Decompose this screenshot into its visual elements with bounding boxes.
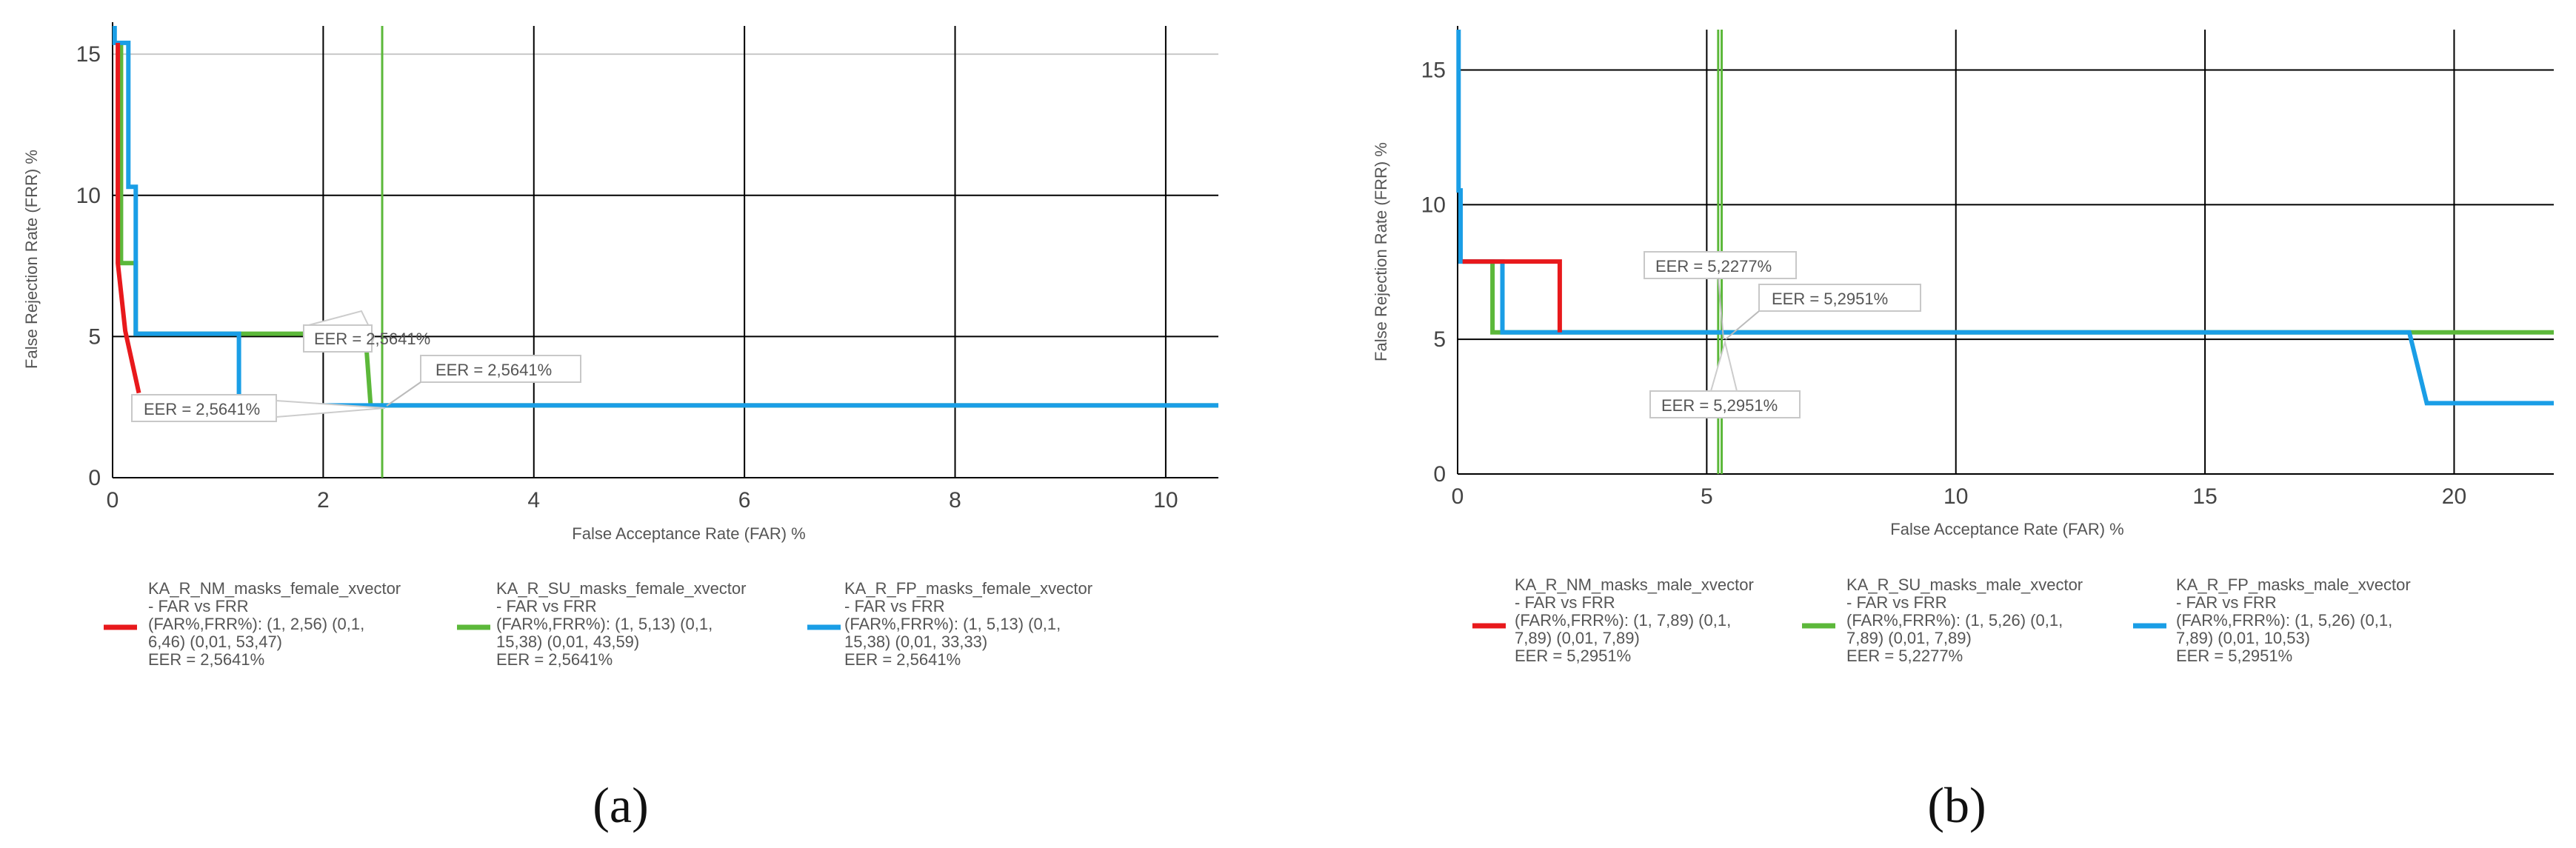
legend-item-female-fp: KA_R_FP_masks_female_xvector - FAR vs FR…: [807, 579, 1092, 669]
panel-a-caption: (a): [593, 777, 648, 833]
legend-label: KA_R_NM_masks_male_xvector: [1515, 575, 1754, 594]
x-tick-label: 15: [2192, 484, 2217, 509]
legend-label: EER = 5,2277%: [1846, 647, 1963, 665]
legend-label: - FAR vs FRR: [148, 597, 249, 615]
legend-label: (FAR%,FRR%): (1, 5,13) (0,1,: [844, 615, 1061, 633]
x-tick-label: 20: [2442, 484, 2466, 509]
y-tick-label: 10: [76, 184, 101, 208]
panel-a-legend: KA_R_NM_masks_female_xvector - FAR vs FR…: [104, 579, 1092, 669]
legend-label: EER = 5,2951%: [1515, 647, 1631, 665]
legend-label: - FAR vs FRR: [1846, 593, 1947, 612]
legend-label: EER = 2,5641%: [148, 650, 264, 669]
legend-label: 6,46) (0,01, 53,47): [148, 632, 282, 651]
panel-b-eer-annotation-2: EER = 5,2951%: [1725, 284, 1921, 340]
x-tick-label: 0: [1452, 484, 1464, 509]
panel-a-y-axis-title: False Rejection Rate (FRR) %: [22, 150, 41, 369]
series-line-0: [116, 42, 141, 394]
panel-b-eer-pointer: [1725, 310, 1760, 340]
panel-a-tick-labels: 0 5 10 15 0 2 4 6 8 10: [76, 42, 1178, 513]
panel-b-eer-label: EER = 5,2277%: [1655, 257, 1772, 276]
panel-b-eer-annotation-3: EER = 5,2951%: [1649, 339, 1801, 418]
panel-b-x-axis-title: False Acceptance Rate (FAR) %: [1890, 520, 2123, 538]
legend-label: EER = 2,5641%: [496, 650, 613, 669]
legend-label: (FAR%,FRR%): (1, 5,13) (0,1,: [496, 615, 713, 633]
y-tick-label: 5: [88, 324, 101, 349]
legend-label: (FAR%,FRR%): (1, 5,26) (0,1,: [2176, 611, 2392, 630]
panel-a-x-axis-title: False Acceptance Rate (FAR) %: [572, 524, 805, 543]
panel-a-eer-annotation-1: EER = 2,5641%: [302, 310, 430, 353]
x-tick-label: 2: [317, 488, 330, 513]
legend-label: KA_R_SU_masks_female_xvector: [496, 579, 746, 598]
panel-a-eer-annotation-2: EER = 2,5641%: [386, 355, 581, 407]
legend-label: 7,89) (0,01, 10,53): [2176, 629, 2310, 647]
panel-a-eer-box: [303, 324, 373, 353]
legend-item-female-su: KA_R_SU_masks_female_xvector - FAR vs FR…: [457, 579, 746, 669]
legend-label: KA_R_FP_masks_male_xvector: [2176, 575, 2411, 594]
panel-b-eer-box: [1644, 251, 1797, 279]
y-tick-label: 10: [1421, 193, 1446, 217]
legend-label: 15,38) (0,01, 33,33): [844, 632, 987, 651]
legend-label: (FAR%,FRR%): (1, 7,89) (0,1,: [1515, 611, 1731, 630]
legend-item-male-fp: KA_R_FP_masks_male_xvector - FAR vs FRR …: [2133, 575, 2411, 665]
panel-b-y-axis-title: False Rejection Rate (FRR) %: [1372, 142, 1390, 361]
y-tick-label: 5: [1433, 327, 1446, 352]
panel-a-chart: 0 5 10 15 0 2 4 6 8 10 False Acceptance Rate (FAR…: [22, 22, 1218, 833]
legend-item-male-nm: KA_R_NM_masks_male_xvector - FAR vs FRR …: [1472, 575, 1754, 665]
x-tick-label: 5: [1701, 484, 1713, 509]
series-line-0: [1462, 259, 1562, 333]
legend-label: (FAR%,FRR%): (1, 5,26) (0,1,: [1846, 611, 2063, 630]
y-tick-label: 0: [1433, 462, 1446, 487]
y-tick-label: 15: [1421, 59, 1446, 83]
x-tick-label: 4: [527, 488, 540, 513]
x-tick-label: 10: [1153, 488, 1178, 513]
panel-b-plot-area: [1458, 30, 2554, 474]
legend-label: KA_R_SU_masks_male_xvector: [1846, 575, 2083, 594]
legend-label: 7,89) (0,01, 7,89): [1846, 629, 1972, 647]
panel-a-grid: [112, 22, 1218, 478]
y-tick-label: 15: [76, 42, 101, 67]
panel-b-eer-box: [1758, 284, 1921, 312]
legend-label: - FAR vs FRR: [496, 597, 597, 615]
x-tick-label: 8: [949, 488, 961, 513]
panel-b-eer-pointer: [1709, 339, 1738, 392]
panel-b-caption: (b): [1927, 777, 1986, 833]
panel-a-eer-pointer: [276, 399, 386, 418]
legend-label: - FAR vs FRR: [2176, 593, 2277, 612]
panel-b-eer-annotation-1: EER = 5,2277%: [1644, 251, 1797, 340]
panel-b-eer-label: EER = 5,2951%: [1772, 290, 1888, 308]
panel-a-eer-label: EER = 2,5641%: [144, 400, 260, 418]
y-tick-label: 0: [88, 466, 101, 490]
panel-a-eer-box: [420, 355, 581, 383]
panel-a-eer-label: EER = 2,5641%: [314, 330, 430, 348]
panel-b-eer-pointer: [1718, 278, 1724, 340]
panel-b-chart: 0 5 10 15 0 5 10 15 20 False Acceptance Rate (FA…: [1372, 26, 2554, 833]
legend-item-male-su: KA_R_SU_masks_male_xvector - FAR vs FRR …: [1802, 575, 2083, 665]
legend-label: 7,89) (0,01, 7,89): [1515, 629, 1640, 647]
panel-b-tick-labels: 0 5 10 15 0 5 10 15 20: [1421, 59, 2467, 509]
legend-label: 15,38) (0,01, 43,59): [496, 632, 639, 651]
legend-label: - FAR vs FRR: [1515, 593, 1615, 612]
panel-b-legend: KA_R_NM_masks_male_xvector - FAR vs FRR …: [1472, 575, 2411, 665]
x-tick-label: 10: [1943, 484, 1968, 509]
legend-item-female-nm: KA_R_NM_masks_female_xvector - FAR vs FR…: [104, 579, 401, 669]
panel-a-eer-box: [131, 394, 277, 422]
x-tick-label: 6: [738, 488, 751, 513]
legend-label: (FAR%,FRR%): (1, 2,56) (0,1,: [148, 615, 364, 633]
x-tick-label: 0: [107, 488, 119, 513]
legend-label: EER = 5,2951%: [2176, 647, 2292, 665]
panel-b-eer-box: [1649, 390, 1801, 418]
legend-label: EER = 2,5641%: [844, 650, 961, 669]
panel-b-eer-label: EER = 5,2951%: [1661, 396, 1778, 415]
panel-a-eer-annotation-3: EER = 2,5641%: [131, 394, 386, 422]
legend-label: KA_R_NM_masks_female_xvector: [148, 579, 401, 598]
panel-a-eer-pointer: [386, 381, 421, 407]
panel-a-eer-label: EER = 2,5641%: [436, 361, 552, 379]
legend-label: KA_R_FP_masks_female_xvector: [844, 579, 1092, 598]
legend-label: - FAR vs FRR: [844, 597, 945, 615]
